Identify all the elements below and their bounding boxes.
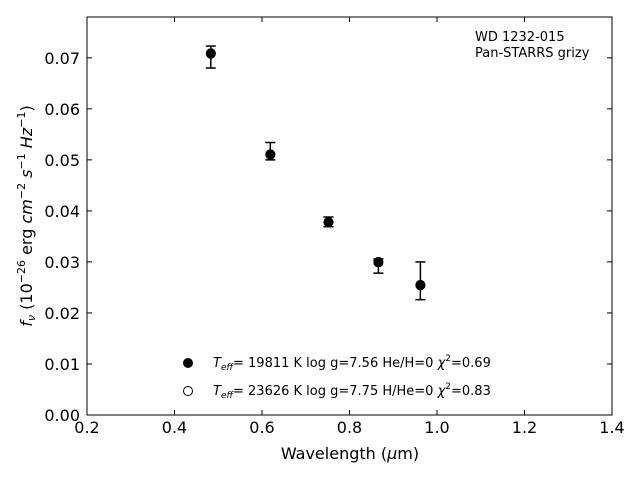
data-point-filled xyxy=(265,149,276,160)
x-tick-label: 0.2 xyxy=(74,418,99,437)
legend-marker-open xyxy=(183,386,193,396)
y-tick-label: 0.06 xyxy=(44,100,80,119)
y-tick-label: 0.00 xyxy=(44,406,80,425)
x-tick-label: 0.8 xyxy=(337,418,362,437)
error-bars xyxy=(205,45,426,301)
y-axis-label: fν (10−26 erg cm−2 s−1 Hz−1) xyxy=(15,105,38,326)
x-tick-label: 1.2 xyxy=(512,418,537,437)
legend-marker-filled xyxy=(183,358,193,368)
data-point-filled xyxy=(415,279,426,290)
data-points xyxy=(205,48,426,291)
legend-label-1: Teff= 19811 K log g=7.56 He/H=0 χ2=0.69 xyxy=(213,354,491,373)
x-tick-label: 0.4 xyxy=(162,418,187,437)
x-tick-label: 1.4 xyxy=(599,418,624,437)
legend-label-2: Teff= 23626 K log g=7.75 H/He=0 χ2=0.83 xyxy=(213,382,491,401)
x-tick-label: 1.0 xyxy=(424,418,449,437)
x-axis-label: Wavelength (μm) xyxy=(281,444,419,463)
data-point-filled xyxy=(323,217,334,228)
y-axis-ticks: 0.00 0.01 0.02 0.03 0.04 0.05 0.06 0.07 xyxy=(44,49,612,425)
y-tick-label: 0.07 xyxy=(44,49,80,68)
y-tick-label: 0.03 xyxy=(44,253,80,272)
annotation-line-2: Pan-STARRS grizy xyxy=(475,46,590,61)
y-tick-label: 0.01 xyxy=(44,355,80,374)
legend: Teff= 19811 K log g=7.56 He/H=0 χ2=0.69 … xyxy=(183,354,491,401)
y-tick-label: 0.04 xyxy=(44,202,80,221)
data-point-filled xyxy=(373,256,384,267)
y-tick-label: 0.02 xyxy=(44,304,80,323)
x-tick-label: 0.6 xyxy=(249,418,274,437)
annotation-line-1: WD 1232-015 xyxy=(475,30,565,45)
y-tick-label: 0.05 xyxy=(44,151,80,170)
x-axis-ticks: 0.2 0.4 0.6 0.8 1.0 1.2 1.4 xyxy=(74,17,625,437)
data-point-filled xyxy=(205,48,216,59)
